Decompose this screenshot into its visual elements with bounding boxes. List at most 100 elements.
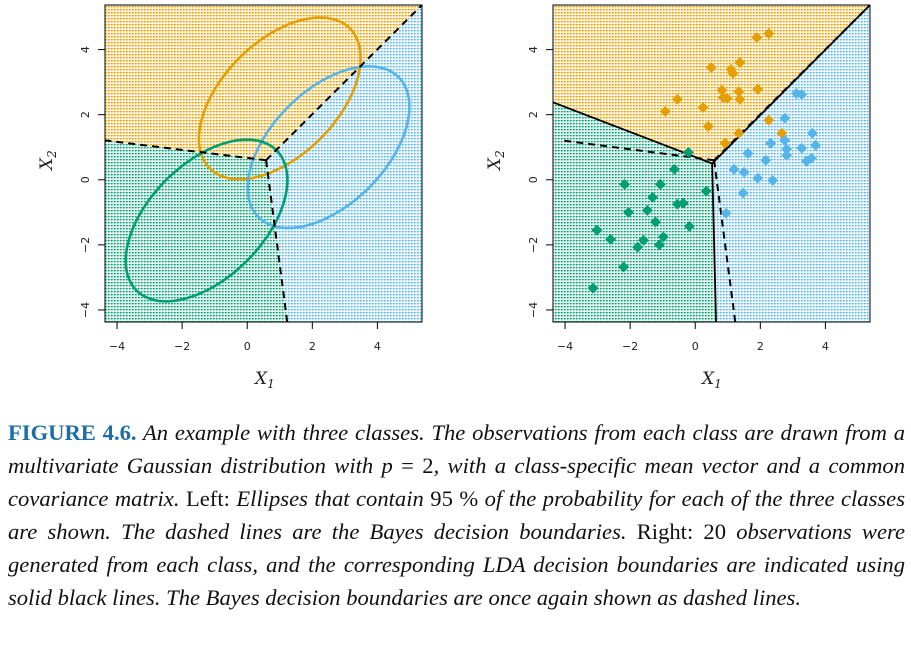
y-tick-label: 2	[79, 111, 92, 118]
y-axis-title: X2	[37, 150, 59, 172]
data-point-blue	[742, 147, 754, 159]
caption-text: , with a class-specific mean vector and …	[8, 453, 905, 511]
bayes-boundary-line	[265, 5, 422, 161]
data-point-orange	[734, 57, 746, 69]
x-tick-label: −2	[174, 340, 190, 353]
bayes-boundary-line	[713, 160, 737, 322]
caption-text: observations were generated from each cl…	[8, 519, 905, 610]
data-point-blue	[781, 149, 793, 161]
data-point-orange	[659, 106, 671, 117]
data-point-blue	[796, 89, 808, 100]
caption-text: An example with three classes. The obser…	[8, 420, 905, 478]
data-point-orange	[763, 28, 775, 40]
data-point-green	[657, 231, 669, 243]
decision-regions	[105, 5, 422, 322]
data-point-blue	[810, 139, 822, 151]
region-green	[105, 140, 288, 322]
caption-text: Ellipses that contain	[229, 486, 431, 511]
data-point-blue	[760, 154, 772, 166]
right-label: Right:	[636, 519, 694, 544]
region-green	[553, 102, 717, 322]
y-axis: −4 −2 0 2 4	[527, 46, 553, 318]
data-point-green	[618, 261, 630, 273]
ellipse-green	[124, 138, 289, 303]
observation-count: 20	[693, 519, 727, 544]
data-point-green	[605, 233, 617, 245]
y-tick-label: 0	[527, 176, 540, 183]
caption-text: of the probability for each of the three…	[8, 486, 905, 544]
x-tick-label: 0	[244, 340, 251, 353]
observations	[587, 28, 822, 294]
data-point-green	[668, 163, 680, 175]
y-tick-label: −4	[79, 302, 92, 318]
data-point-blue	[801, 155, 812, 167]
region-blue	[266, 5, 422, 322]
region-orange	[105, 5, 422, 161]
x-axis: −4 −2 0 2 4	[557, 322, 829, 353]
y-tick-label: 4	[527, 46, 540, 53]
data-point-orange	[719, 137, 731, 149]
data-point-blue	[737, 187, 749, 199]
region-blue	[712, 5, 870, 322]
data-point-green	[683, 220, 695, 232]
x-axis-title: X1	[253, 369, 275, 391]
data-point-green	[654, 239, 665, 251]
y-tick-label: 2	[527, 111, 540, 118]
x-tick-label: −4	[557, 340, 573, 353]
left-panel-plot: −4 −2 0 2 4 −4 −2 0 2 4 X1 X2	[37, 4, 423, 391]
data-point-orange	[733, 127, 745, 139]
y-tick-label: 0	[79, 176, 92, 183]
region-orange	[553, 5, 870, 164]
y-tick-label: −2	[79, 237, 92, 253]
data-point-blue	[806, 127, 818, 139]
data-point-orange	[697, 102, 709, 113]
bayes-boundaries	[105, 5, 422, 322]
ellipse-orange	[197, 16, 362, 181]
figure-caption: FIGURE 4.6. An example with three classe…	[8, 416, 905, 614]
data-point-orange	[763, 114, 775, 126]
math-eq: = 2	[392, 453, 434, 478]
x-axis: −4 −2 0 2 4	[109, 322, 381, 353]
y-axis-title: X2	[485, 150, 507, 172]
bayes-boundary-line	[265, 160, 289, 322]
data-point-orange	[752, 83, 764, 95]
data-point-orange	[717, 92, 729, 104]
percent-value: 95 %	[430, 486, 479, 511]
lda-boundary-line	[711, 163, 717, 322]
x-tick-label: −4	[109, 340, 125, 353]
figure-label: FIGURE 4.6.	[8, 420, 137, 445]
left-label: Left:	[185, 486, 230, 511]
data-point-blue	[767, 174, 779, 186]
data-point-green	[654, 178, 666, 190]
data-point-green	[641, 204, 653, 216]
x-tick-label: 4	[374, 340, 381, 353]
data-point-blue	[796, 142, 808, 154]
right-panel-plot: −4 −2 0 2 4 −4 −2 0 2 4 X1 X2	[485, 4, 871, 391]
x-tick-label: 2	[309, 340, 316, 353]
data-point-blue	[779, 134, 791, 146]
data-point-orange	[705, 62, 717, 73]
math-p: p	[381, 453, 393, 478]
data-point-green	[619, 178, 631, 190]
plot-frame	[104, 4, 423, 323]
data-point-blue	[779, 112, 791, 124]
x-tick-label: −2	[622, 340, 638, 353]
x-tick-label: 2	[757, 340, 764, 353]
data-point-blue	[720, 207, 732, 219]
y-axis: −4 −2 0 2 4	[79, 46, 105, 318]
plot-frame	[552, 4, 871, 323]
x-tick-label: 0	[692, 340, 699, 353]
data-point-green	[700, 185, 712, 197]
data-point-orange	[671, 93, 683, 105]
data-point-orange	[734, 93, 746, 105]
data-point-green	[677, 197, 689, 209]
data-point-green	[638, 234, 649, 246]
data-point-blue	[738, 166, 750, 178]
data-point-green	[650, 216, 661, 228]
data-point-green	[682, 147, 694, 158]
data-point-green	[632, 241, 644, 253]
data-point-green	[647, 191, 659, 203]
y-tick-label: −4	[527, 302, 540, 318]
data-point-orange	[727, 67, 739, 79]
data-point-orange	[751, 32, 763, 43]
